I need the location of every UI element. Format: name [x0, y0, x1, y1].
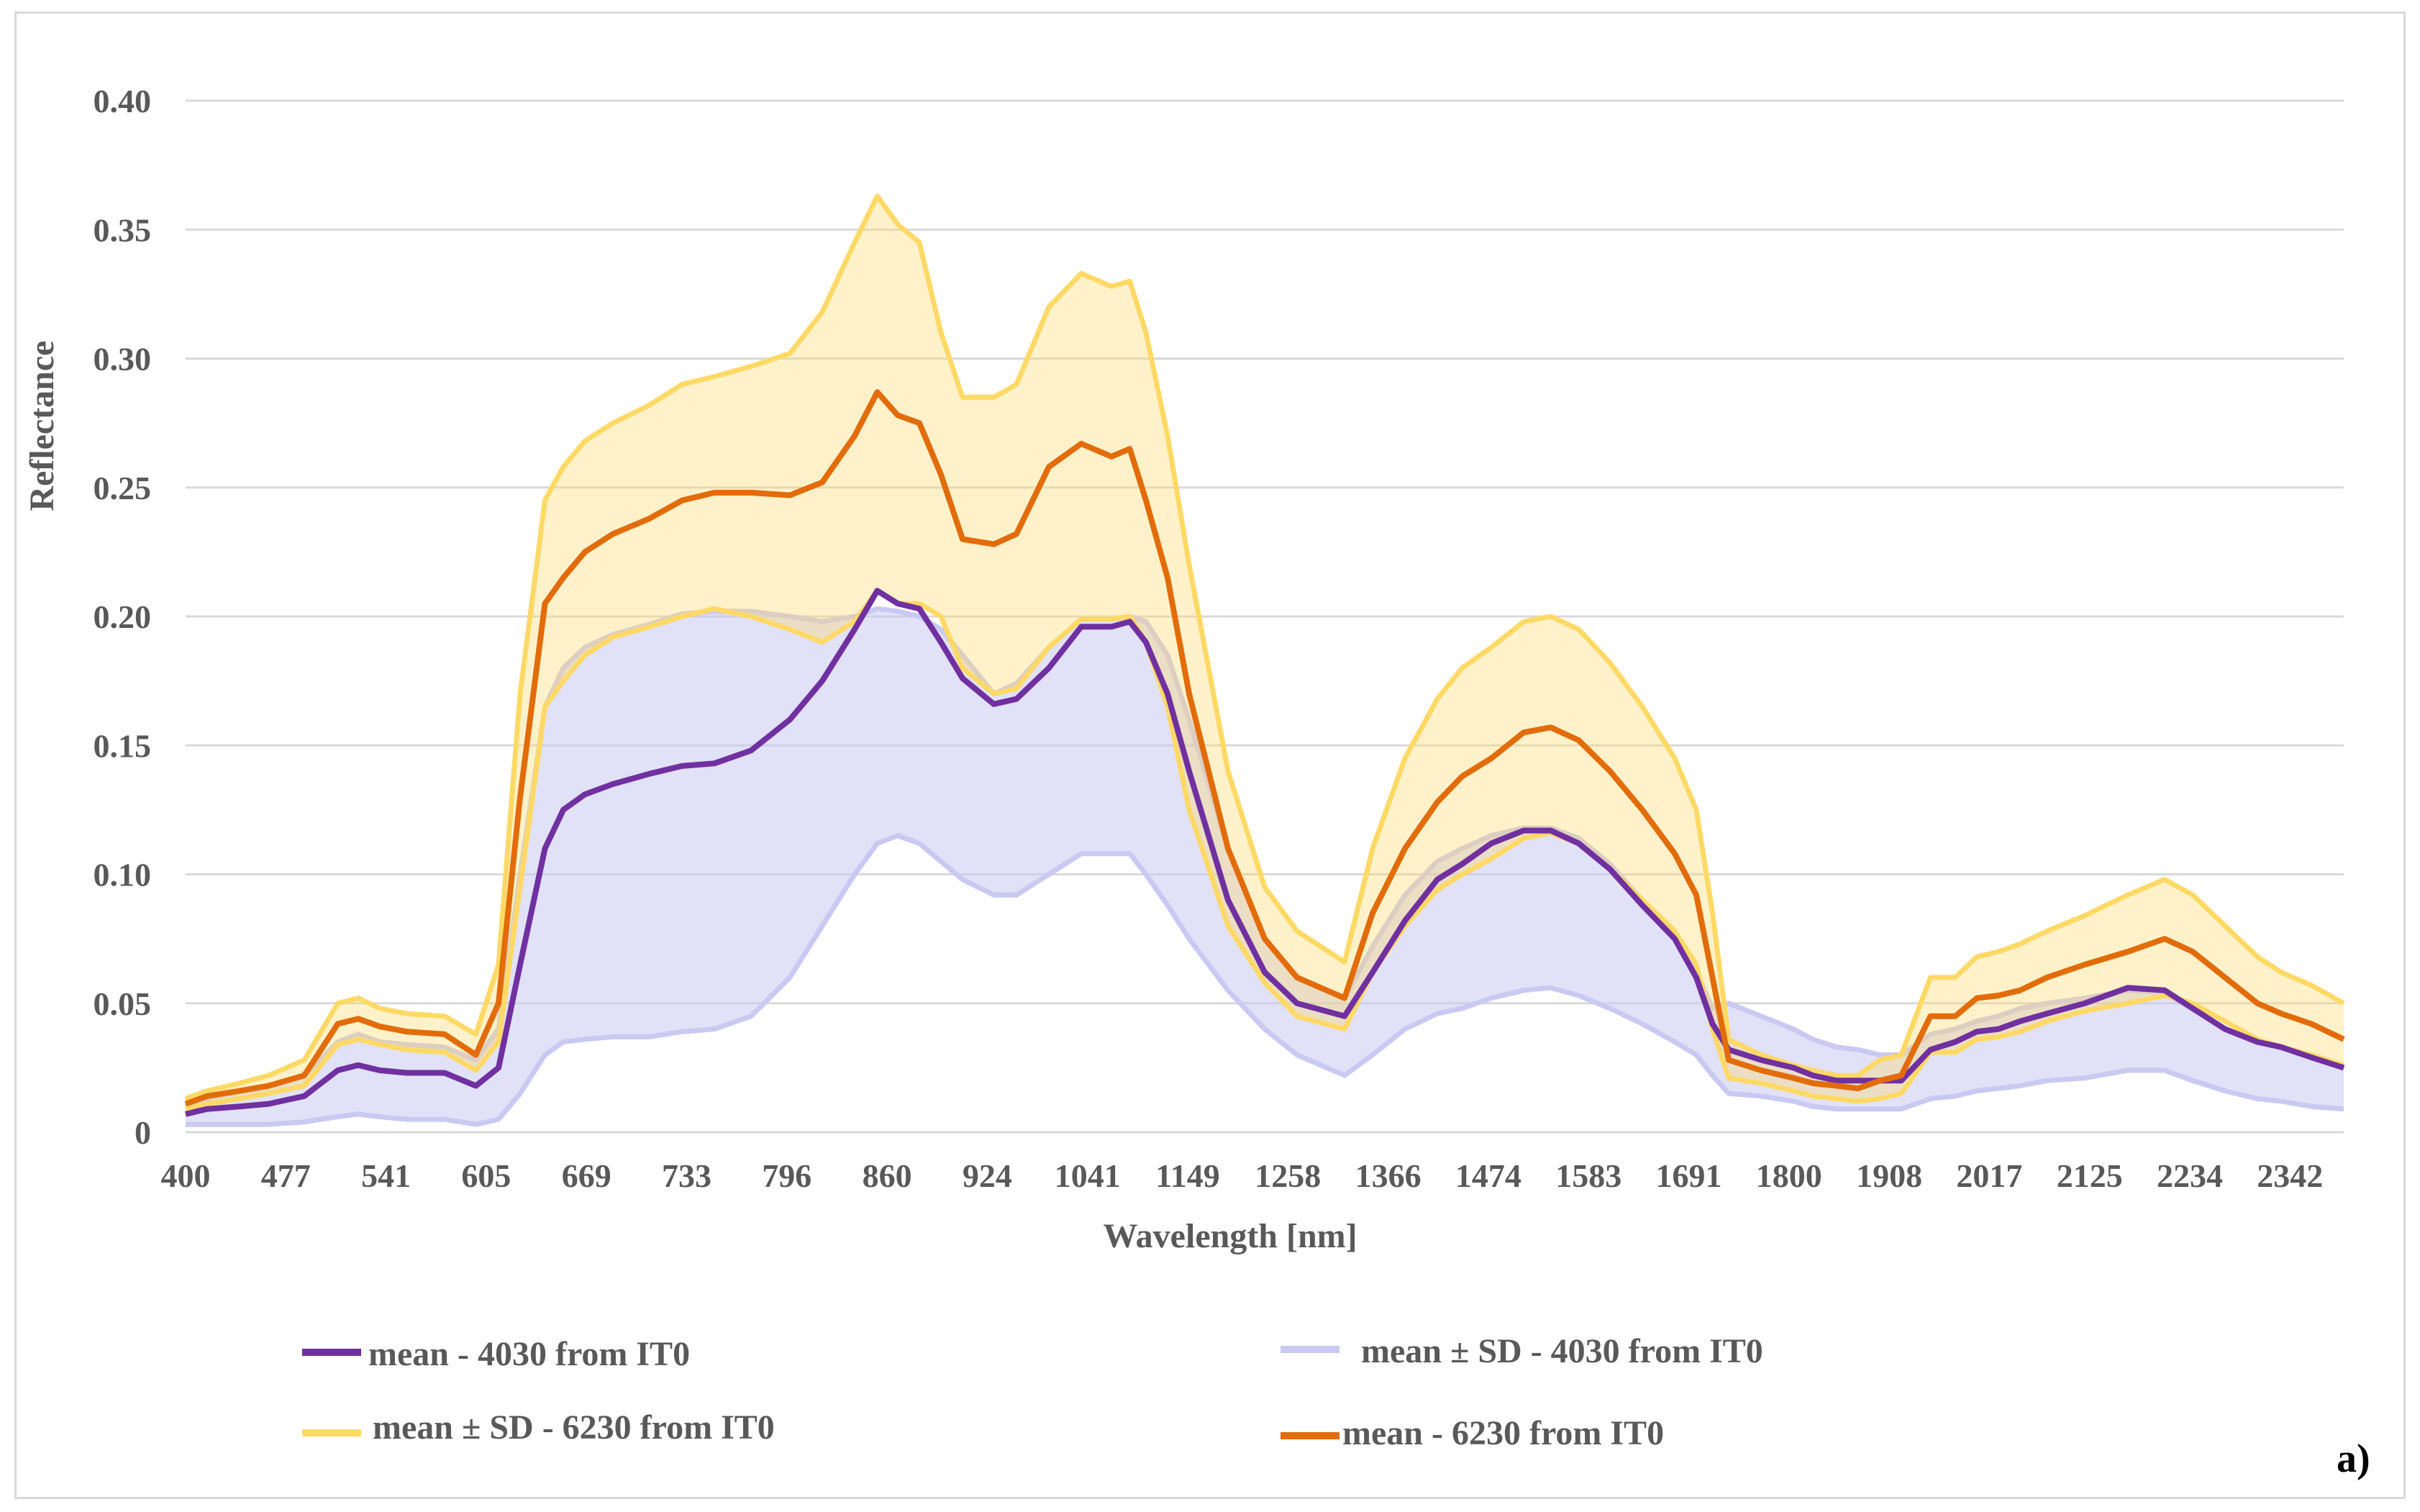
x-tick-label: 2234: [2157, 1157, 2223, 1194]
x-tick-label: 733: [662, 1157, 711, 1194]
x-tick-label: 400: [161, 1157, 211, 1194]
x-tick-label: 1691: [1656, 1157, 1722, 1194]
mean-line-0: [185, 588, 2345, 1117]
x-tick-label: 1908: [1856, 1157, 1922, 1194]
band-edge-lower-0: [186, 833, 2344, 1127]
legend: mean - 4030 from IT0 mean ± SD - 4030 fr…: [302, 1332, 1763, 1452]
band-edge-upper-1: [184, 193, 2345, 1101]
x-tick-label: 541: [361, 1157, 411, 1194]
legend-label-sd-4030: mean ± SD - 4030 from IT0: [1361, 1332, 1763, 1370]
x-axis-title: Wavelength [nm]: [1103, 1217, 1357, 1255]
band-area-1: [186, 196, 2344, 1109]
y-tick-label: 0.15: [94, 727, 152, 764]
x-tick-label: 1800: [1756, 1157, 1822, 1194]
x-tick-label: 1149: [1155, 1157, 1219, 1194]
x-axis-ticks: 400 477 541 605 669 733 796 860 924 1041 1149 1258 1…: [161, 1157, 2324, 1194]
panel-label: a): [2337, 1436, 2370, 1481]
y-tick-label: 0.05: [94, 985, 152, 1022]
y-tick-label: 0.35: [94, 211, 152, 248]
x-tick-label: 2125: [2057, 1157, 2123, 1194]
chart-frame: [14, 12, 2406, 1499]
x-tick-label: 1583: [1555, 1157, 1621, 1194]
y-tick-label: 0.20: [94, 598, 152, 635]
legend-label-mean-4030: mean - 4030 from IT0: [368, 1335, 690, 1373]
y-tick-label: 0.40: [94, 83, 152, 119]
x-tick-label: 1041: [1055, 1157, 1121, 1194]
y-tick-label: 0.10: [94, 857, 152, 893]
y-tick-label: 0: [135, 1114, 151, 1151]
x-tick-label: 1366: [1355, 1157, 1421, 1194]
legend-label-mean-6230: mean - 6230 from IT0: [1342, 1414, 1664, 1452]
y-axis-title: Reflectance: [23, 340, 61, 511]
y-axis-ticks: 0 0.05 0.10 0.15 0.20 0.25 0.30 0.35 0.40: [94, 83, 152, 1151]
y-tick-label: 0.30: [94, 341, 152, 378]
mean-lines: [184, 389, 2345, 1117]
x-tick-label: 669: [562, 1157, 611, 1194]
x-tick-label: 1258: [1255, 1157, 1321, 1194]
x-tick-label: 860: [863, 1157, 912, 1194]
band-edge-lower-1: [185, 588, 2345, 1112]
sd-bands: [184, 193, 2345, 1127]
x-tick-label: 477: [261, 1157, 311, 1194]
y-tick-label: 0.25: [94, 470, 152, 506]
x-tick-label: 605: [461, 1157, 511, 1194]
x-tick-label: 1474: [1455, 1157, 1521, 1194]
mean-line-1: [184, 389, 2345, 1107]
band-area-0: [186, 609, 2344, 1125]
x-tick-label: 2017: [1956, 1157, 2022, 1194]
x-tick-label: 924: [963, 1157, 1012, 1194]
legend-label-sd-6230: mean ± SD - 6230 from IT0: [373, 1408, 775, 1447]
x-tick-label: 796: [762, 1157, 811, 1194]
x-tick-label: 2342: [2257, 1157, 2323, 1194]
